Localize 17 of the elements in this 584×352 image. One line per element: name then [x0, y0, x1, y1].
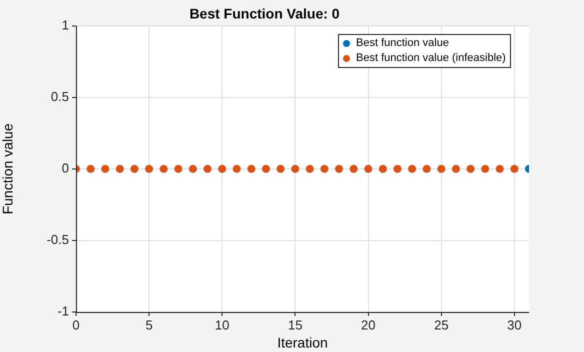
legend-label: Best function value: [356, 36, 449, 51]
x-tick-label: 15: [288, 317, 302, 332]
chart-title: Best Function Value: 0: [189, 5, 340, 22]
y-axis-title: Function value: [0, 123, 16, 214]
y-tick-label: 1: [62, 17, 69, 32]
x-tick-label: 5: [145, 317, 153, 332]
x-tick-label: 25: [434, 317, 449, 332]
y-tick-label: -0.5: [46, 232, 69, 248]
x-tick-label: 0: [72, 317, 80, 332]
x-tick-label: 10: [214, 317, 230, 332]
y-tick-label: 0: [62, 160, 69, 176]
x-tick-label: 30: [507, 317, 522, 332]
y-tick-label: -1: [57, 304, 69, 319]
x-tick-label: 20: [361, 317, 376, 332]
y-tick-label: 0.5: [50, 88, 69, 104]
legend-label: Best function value (infeasible): [356, 50, 506, 66]
x-axis-title: Iteration: [277, 334, 328, 350]
